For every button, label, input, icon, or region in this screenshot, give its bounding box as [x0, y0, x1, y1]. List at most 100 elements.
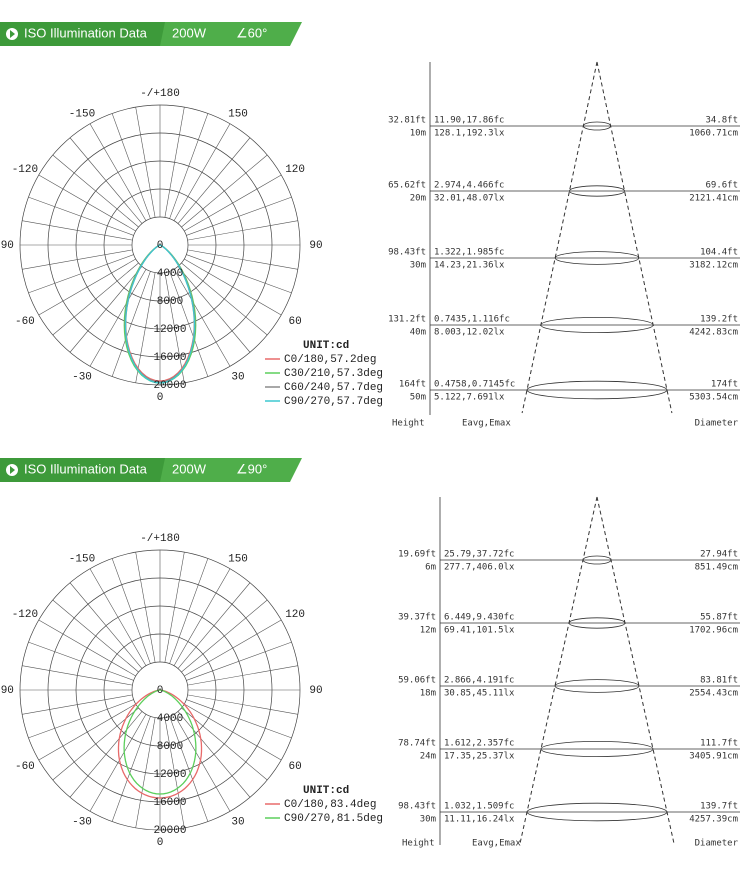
polar-spoke	[187, 249, 298, 270]
polar-spoke	[164, 717, 185, 828]
beam-ellipse	[540, 741, 654, 758]
cone-edge	[596, 61, 673, 414]
polar-spoke	[181, 707, 268, 781]
polar-spoke	[22, 694, 133, 715]
angle-label: -120	[12, 609, 38, 621]
height-m: 40m	[410, 328, 426, 338]
banner-power: 200W	[172, 25, 207, 40]
illum-lx: 128.1,192.3lx	[434, 129, 505, 139]
polar-spoke	[38, 703, 136, 761]
polar-spoke	[184, 174, 282, 232]
radial-label: 0	[157, 685, 164, 697]
polar-spoke	[69, 266, 143, 353]
illum-lx: 11.11,16.24lx	[444, 815, 515, 825]
banner-title: ISO Illumination Data	[24, 461, 148, 476]
radial-label: 20000	[153, 825, 186, 837]
footer-label: Height	[392, 419, 425, 429]
polar-spoke	[187, 665, 298, 686]
illum-lx: 17.35,25.37lx	[444, 752, 515, 762]
polar-spoke	[69, 582, 143, 669]
diam-cm: 4242.83cm	[689, 328, 738, 338]
footer-label: Eavg,Emax	[462, 419, 511, 429]
banner-icon-arrow	[10, 466, 15, 474]
angle-label: -90	[0, 240, 14, 252]
beam-ellipse	[526, 802, 668, 822]
diam-cm: 3405.91cm	[689, 752, 738, 762]
illum-lx: 14.23,21.36lx	[434, 261, 505, 271]
diam-ft: 69.6ft	[705, 181, 738, 191]
diam-cm: 2121.41cm	[689, 194, 738, 204]
banner-dark	[0, 458, 165, 482]
polar-spoke	[135, 717, 156, 828]
angle-label: -90	[0, 685, 14, 697]
polar-spoke	[184, 258, 282, 316]
radial-label: 4000	[157, 268, 183, 280]
height-ft: 164ft	[399, 380, 426, 390]
illum-fc: 1.032,1.509fc	[444, 802, 514, 812]
polar-spoke	[28, 699, 134, 739]
polar-spoke	[181, 599, 268, 673]
radial-label: 16000	[153, 352, 186, 364]
diam-cm: 5303.54cm	[689, 393, 738, 403]
diam-cm: 3182.12cm	[689, 261, 738, 271]
banner-angle: ∠90°	[236, 461, 267, 476]
angle-label: 150	[228, 553, 248, 565]
footer-label: Diameter	[695, 419, 739, 429]
polar-spoke	[186, 196, 292, 236]
illum-fc: 2.974,4.466fc	[434, 181, 504, 191]
illum-fc: 0.4758,0.7145fc	[434, 380, 515, 390]
beam-ellipse	[526, 380, 668, 400]
beam-ellipse	[540, 316, 654, 333]
diam-ft: 34.8ft	[705, 116, 738, 126]
beam-ellipse	[569, 185, 625, 197]
polar-spoke	[38, 619, 136, 677]
polar-spoke	[184, 619, 282, 677]
diam-ft: 27.94ft	[700, 550, 738, 560]
polar-spoke	[22, 665, 133, 686]
polar-spoke	[173, 269, 231, 367]
beam-ellipse	[554, 679, 640, 693]
angle-label: -30	[72, 372, 92, 384]
footer-label: Eavg,Emax	[472, 839, 521, 849]
angle-label: 0	[157, 392, 164, 404]
polar-spoke	[111, 271, 151, 377]
unit-label: UNIT:cd	[303, 785, 349, 797]
intensity-curve	[124, 244, 196, 384]
polar-spoke	[169, 558, 209, 664]
banner-dark	[0, 22, 165, 46]
legend-entry: C90/270,81.5deg	[284, 813, 383, 825]
height-m: 12m	[420, 626, 436, 636]
illum-lx: 69.41,101.5lx	[444, 626, 515, 636]
intensity-curve	[123, 689, 197, 795]
polar-spoke	[28, 196, 134, 236]
unit-label: UNIT:cd	[303, 340, 349, 352]
height-m: 18m	[420, 689, 436, 699]
polar-spoke	[184, 703, 282, 761]
height-ft: 32.81ft	[388, 116, 426, 126]
intensity-curve	[117, 689, 203, 799]
legend-entry: C30/210,57.3deg	[284, 368, 383, 380]
radial-label: 8000	[157, 296, 183, 308]
height-ft: 78.74ft	[398, 739, 436, 749]
polar-spoke	[69, 137, 143, 224]
illum-lx: 30.85,45.11lx	[444, 689, 515, 699]
illum-lx: 5.122,7.691lx	[434, 393, 505, 403]
height-ft: 59.06ft	[398, 676, 436, 686]
polar-spoke	[169, 716, 209, 822]
angle-label: 90	[309, 240, 322, 252]
height-m: 30m	[420, 815, 436, 825]
radial-label: 12000	[153, 769, 186, 781]
diam-ft: 174ft	[711, 380, 738, 390]
polar-spoke	[52, 154, 139, 228]
diam-cm: 4257.39cm	[689, 815, 738, 825]
footer-label: Height	[402, 839, 435, 849]
angle-label: -120	[12, 164, 38, 176]
diam-cm: 1060.71cm	[689, 129, 738, 139]
polar-spoke	[111, 113, 151, 219]
legend-entry: C60/240,57.7deg	[284, 382, 383, 394]
polar-spoke	[111, 558, 151, 664]
diam-ft: 83.81ft	[700, 676, 738, 686]
angle-label: 120	[285, 609, 305, 621]
